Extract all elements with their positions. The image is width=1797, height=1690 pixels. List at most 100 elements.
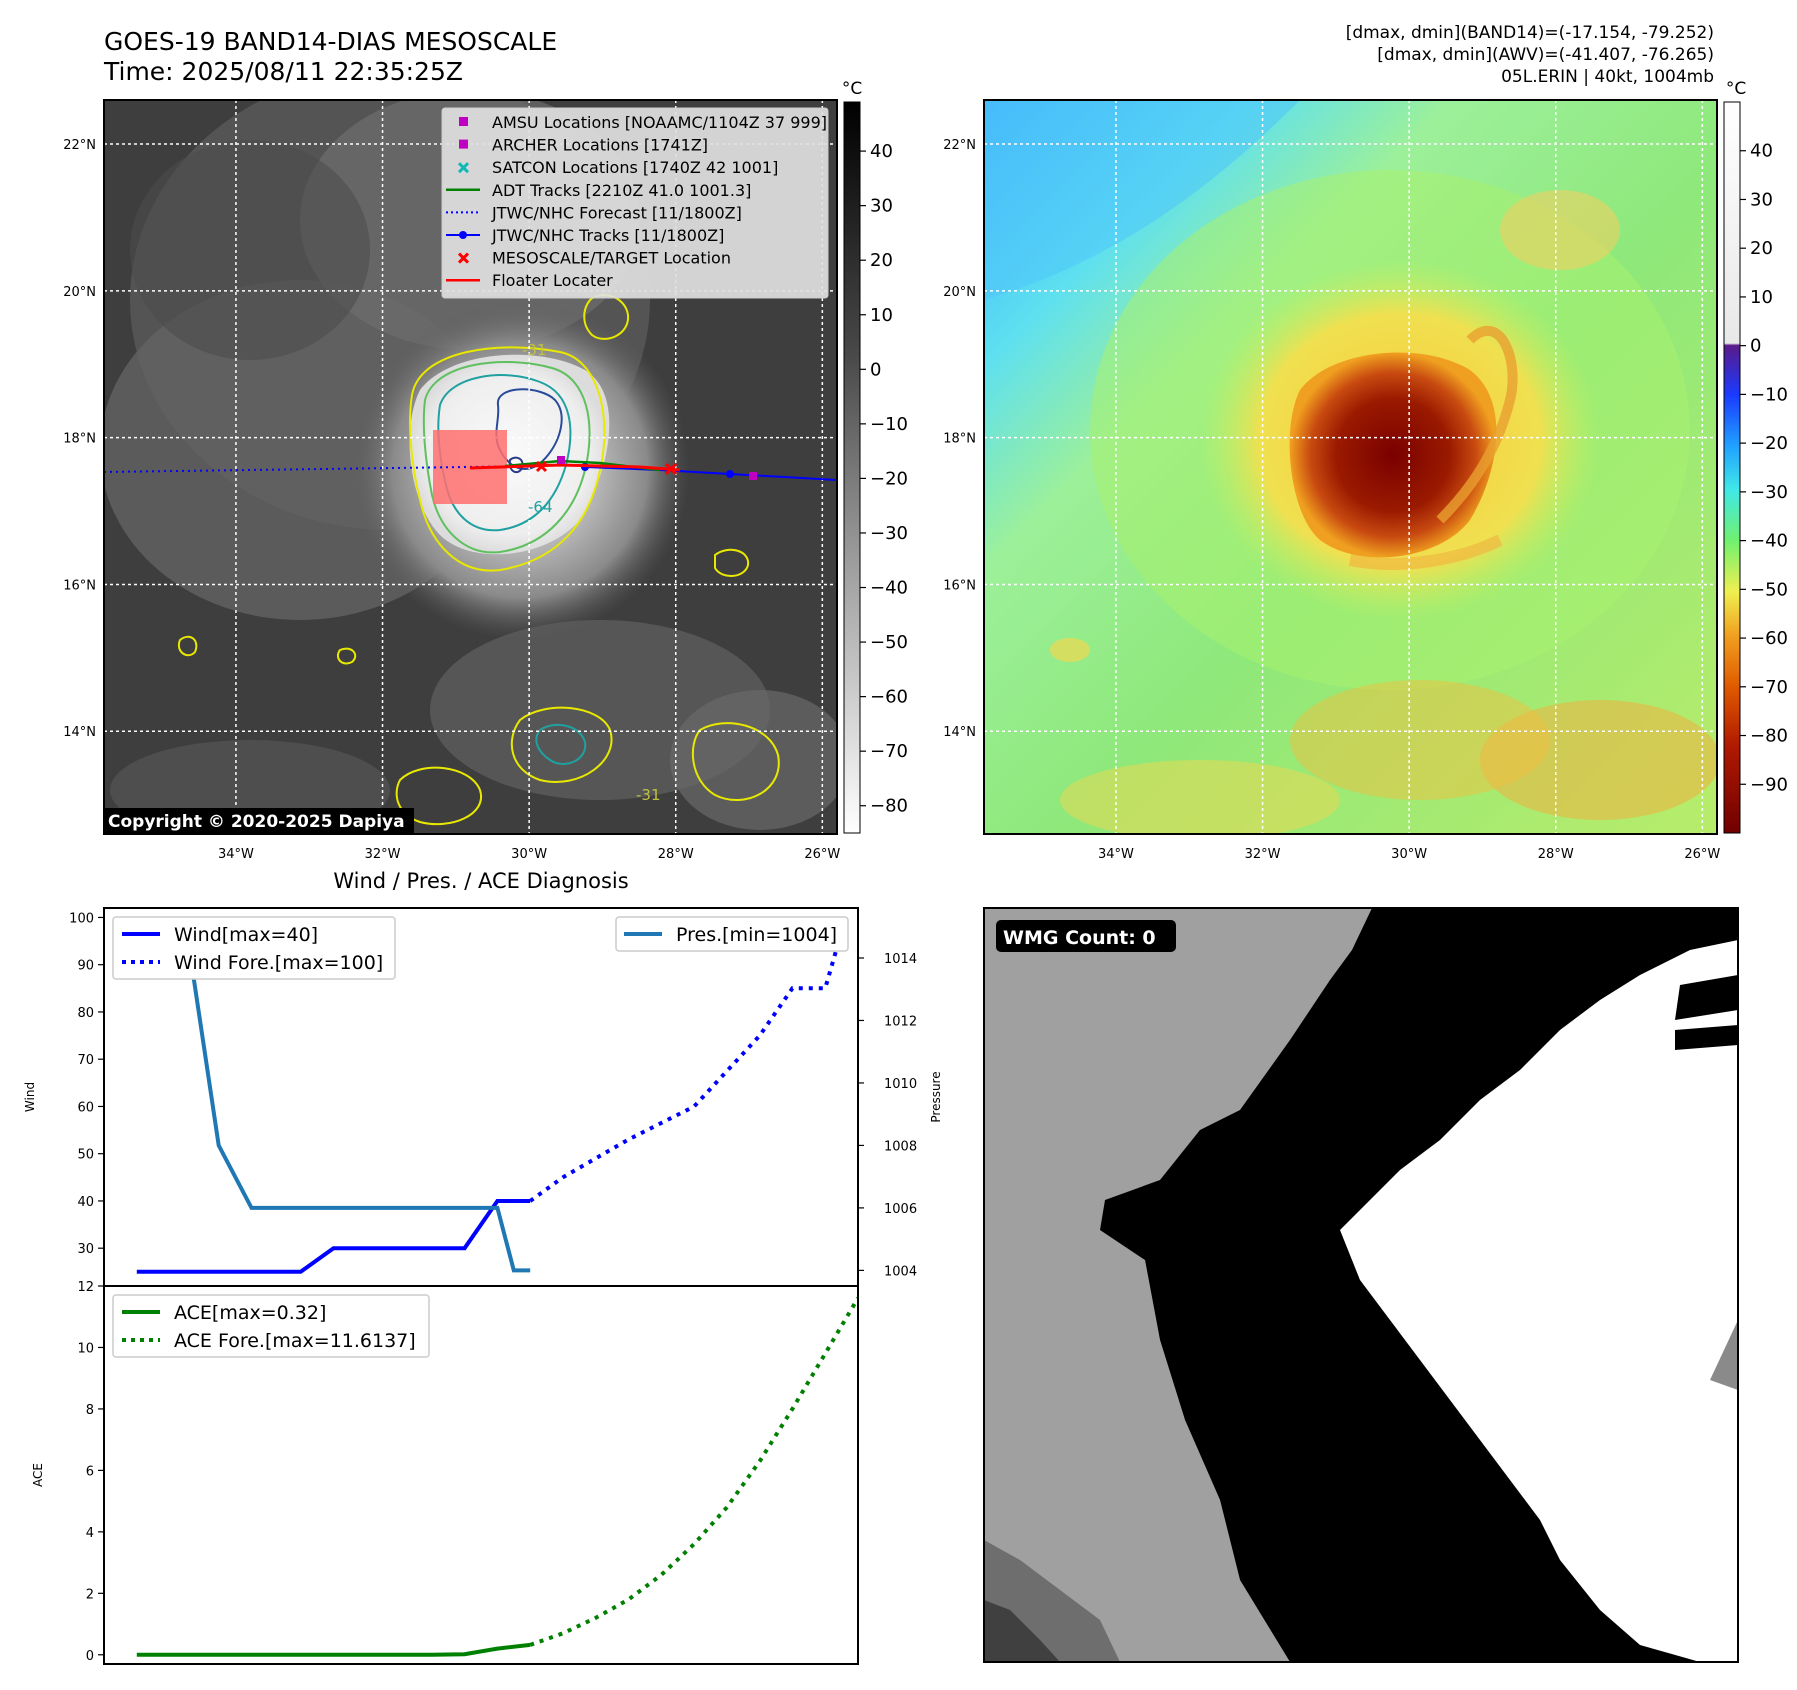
ir-lat-labels: 22°N 20°N 18°N 16°N 14°N <box>63 138 96 740</box>
legend-marker <box>457 162 470 174</box>
ace-ytick-label: 6 <box>86 1464 94 1479</box>
wmg-count-text: WMG Count: 0 <box>1003 927 1156 949</box>
wmg-frame <box>983 907 1739 1663</box>
lon-label: 32°W <box>1245 847 1281 862</box>
colorbar-tick-label: −70 <box>1750 677 1788 698</box>
lat-label: 16°N <box>943 578 976 593</box>
ace-ytick-label: 0 <box>86 1649 94 1664</box>
colorbar-tick-label: −20 <box>870 468 908 489</box>
colorbar-tick-label: 30 <box>870 196 893 217</box>
lat-label: 22°N <box>943 138 976 153</box>
lon-label: 32°W <box>365 847 401 862</box>
colorbar-tick-label: −80 <box>1750 726 1788 747</box>
legend-item: JTWC/NHC Tracks [11/1800Z] <box>446 226 724 245</box>
contour-label: -31 <box>636 786 661 804</box>
legend-label: Floater Locater <box>492 271 613 290</box>
colorbar-tick-label: 30 <box>1750 189 1773 210</box>
ace-chart: 0 2 4 6 8 10 12 ACE ACE[max=0.32] ACE Fore.[ma… <box>31 1280 859 1665</box>
legend-label: MESOSCALE/TARGET Location <box>492 249 731 268</box>
wind-ytick-label: 90 <box>77 959 94 974</box>
pressure-ytick-label: 1010 <box>884 1077 917 1092</box>
legend-item: MESOSCALE/TARGET Location <box>457 249 731 268</box>
lat-label: 16°N <box>63 578 96 593</box>
lon-label: 34°W <box>1098 847 1134 862</box>
wind-ytick-label: 30 <box>77 1242 94 1257</box>
lat-label: 14°N <box>943 725 976 740</box>
lat-label: 18°N <box>63 432 96 447</box>
amsu-marker <box>557 456 565 464</box>
colorbar-tick-label: 10 <box>1750 287 1773 308</box>
legend-item: Floater Locater <box>446 271 613 290</box>
colorbar-tick-label: −40 <box>1750 531 1788 552</box>
wind-ytick-label: 60 <box>77 1100 94 1115</box>
colorbar-tick-label: −60 <box>1750 628 1788 649</box>
colorbar-tick-label: −70 <box>870 741 908 762</box>
wmg-black-region <box>1100 908 1738 1662</box>
wv-map-frame <box>983 99 1718 835</box>
wind-series-line <box>136 1199 531 1274</box>
figure-time: Time: 2025/08/11 22:35:25Z <box>103 57 463 86</box>
legend-label: JTWC/NHC Forecast [11/1800Z] <box>491 203 742 222</box>
ace-series-line <box>136 1642 531 1657</box>
colorbar-tick-label: −20 <box>1750 433 1788 454</box>
lat-label: 22°N <box>63 138 96 153</box>
legend-label: ARCHER Locations [1741Z] <box>492 136 708 155</box>
colorbar-tick-label: 40 <box>870 141 893 162</box>
wind-pressure-chart: 30 40 50 60 70 80 90 100 1004 1006 1008 1010 1012 10… <box>23 907 943 1287</box>
lat-label: 20°N <box>63 285 96 300</box>
jtwc-track <box>584 466 837 481</box>
colorbar-tick-label: −50 <box>1750 579 1788 600</box>
wind-ytick-label: 70 <box>77 1053 94 1068</box>
legend-item: JTWC/NHC Forecast [11/1800Z] <box>446 203 742 222</box>
legend-label: SATCON Locations [1740Z 42 1001] <box>492 158 778 177</box>
lat-label: 18°N <box>943 432 976 447</box>
lon-label: 28°W <box>1538 847 1574 862</box>
legend-label: JTWC/NHC Tracks [11/1800Z] <box>491 226 724 245</box>
contour-label: -64 <box>528 498 553 516</box>
mesoscale-target-marker <box>535 460 548 473</box>
archer-marker <box>749 472 757 480</box>
wind-ytick-label: 80 <box>77 1006 94 1021</box>
colorbar-tick-label: −30 <box>870 523 908 544</box>
lat-label: 14°N <box>63 725 96 740</box>
ir-colorbar: °C 40 30 20 10 0 −10 −20 −30 −40 −50 −60 −70 −80 <box>842 79 908 834</box>
legend-label: AMSU Locations [NOAAMC/1104Z 37 999] <box>492 113 827 132</box>
lon-label: 26°W <box>804 847 840 862</box>
colorbar-tick-label: −40 <box>870 578 908 599</box>
map-legend: AMSU Locations [NOAAMC/1104Z 37 999] ARCH… <box>441 107 829 299</box>
info-line-storm: 05L.ERIN | 40kt, 1004mb <box>1501 67 1714 87</box>
colorbar-tick-label: −50 <box>870 632 908 653</box>
legend-item: SATCON Locations [1740Z 42 1001] <box>457 158 778 177</box>
legend-item: AMSU Locations [NOAAMC/1104Z 37 999] <box>459 113 827 132</box>
wind-forecast-series-line <box>529 931 844 1203</box>
figure-title: GOES-19 BAND14-DIAS MESOSCALE <box>104 27 557 56</box>
ace-forecast-legend-label: ACE Fore.[max=11.6137] <box>174 1330 416 1352</box>
colorbar-tick-label: −60 <box>870 687 908 708</box>
ace-legend-label: ACE[max=0.32] <box>174 1302 326 1324</box>
lon-label: 26°W <box>1684 847 1720 862</box>
colorbar-tick-label: −80 <box>870 796 908 817</box>
pressure-ytick-label: 1006 <box>884 1202 917 1217</box>
wv-map-panel: 22°N 20°N 18°N 16°N 14°N 34°W 32°W 30°W 28°W 26°… <box>943 99 1720 862</box>
wmg-gray-region <box>984 908 1372 1662</box>
colorbar-tick-label: 20 <box>870 250 893 271</box>
target-marker <box>664 462 678 476</box>
legend-marker-dot <box>459 231 467 239</box>
ir-map-panel: -31 -64 -31 22°N 20°N 18°N 16°N 14°N 34°W 32°… <box>63 99 840 862</box>
ace-forecast-series-line <box>529 1296 858 1647</box>
wv-lat-labels: 22°N 20°N 18°N 16°N 14°N <box>943 138 976 740</box>
copyright-text: Copyright © 2020-2025 Dapiya <box>108 812 405 832</box>
pressure-legend: Pres.[min=1004] <box>615 916 849 952</box>
diagnosis-title: Wind / Pres. / ACE Diagnosis <box>333 869 628 893</box>
info-line-awv: [dmax, dmin](AWV)=(-41.407, -76.265) <box>1377 45 1714 65</box>
wmg-panel: WMG Count: 0 <box>983 907 1739 1663</box>
ace-ytick-label: 12 <box>77 1280 94 1295</box>
wv-colorbar: °C 40 30 20 10 0 −10 −20 −30 −40 −50 −60 −70 −80 −90 <box>1723 79 1788 834</box>
ace-ytick-label: 4 <box>86 1526 94 1541</box>
wind-ytick-label: 50 <box>77 1148 94 1163</box>
legend-item: ARCHER Locations [1741Z] <box>459 136 708 155</box>
lat-label: 20°N <box>943 285 976 300</box>
pressure-ytick-label: 1008 <box>884 1139 917 1154</box>
ace-ytick-label: 8 <box>86 1403 94 1418</box>
